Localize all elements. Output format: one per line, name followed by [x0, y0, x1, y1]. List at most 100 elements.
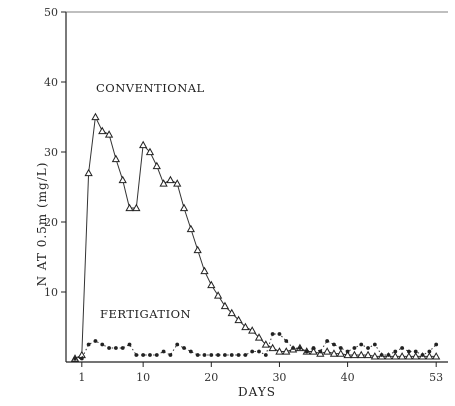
data-point: [236, 353, 241, 357]
data-point: [400, 346, 405, 350]
data-point: [391, 352, 400, 360]
data-point: [291, 346, 295, 350]
data-point: [84, 168, 93, 177]
data-point: [357, 350, 366, 359]
data-point: [98, 126, 107, 135]
series-label-fertigation: FERTIGATION: [100, 307, 191, 321]
data-point: [91, 112, 100, 121]
data-point: [186, 224, 196, 233]
data-point: [86, 342, 91, 347]
series-fertigation: [73, 332, 439, 361]
data-point: [434, 342, 439, 347]
data-point: [270, 332, 275, 336]
data-point: [168, 353, 173, 357]
data-point: [195, 353, 200, 357]
data-point: [202, 353, 207, 357]
data-point: [193, 245, 202, 254]
data-point: [132, 203, 141, 212]
data-point: [329, 349, 339, 357]
data-point: [404, 352, 414, 360]
data-point: [343, 350, 352, 359]
y-tick-label: 50: [44, 6, 58, 19]
x-tick-label: 1: [78, 371, 85, 384]
data-point: [379, 353, 384, 357]
data-point: [220, 301, 230, 310]
data-point: [263, 353, 268, 357]
data-point: [282, 347, 291, 355]
y-axis-title: N AT 0.5m (mg/L): [35, 162, 49, 287]
data-point: [234, 315, 243, 324]
data-point: [370, 352, 380, 360]
data-point: [118, 175, 127, 184]
data-point: [166, 175, 175, 184]
data-point: [261, 340, 270, 348]
data-point: [182, 346, 186, 350]
data-point: [248, 326, 257, 334]
data-point: [318, 349, 323, 354]
data-point: [363, 350, 373, 359]
data-point: [104, 130, 114, 138]
data-point: [243, 353, 248, 357]
data-point: [73, 356, 77, 361]
data-point: [113, 346, 118, 350]
data-point: [107, 346, 111, 350]
data-point: [257, 349, 261, 354]
data-point: [345, 349, 350, 354]
x-tick-label: 20: [204, 371, 218, 384]
data-point: [277, 332, 282, 336]
data-point: [120, 346, 125, 350]
series-layer: [70, 112, 441, 362]
data-point: [229, 353, 234, 357]
data-point: [311, 346, 316, 350]
y-tick-label: 40: [44, 76, 58, 89]
y-tick-label: 10: [44, 286, 58, 299]
data-point: [386, 353, 391, 357]
series-label-conventional: CONVENTIONAL: [96, 81, 205, 95]
data-point: [425, 352, 434, 360]
data-point: [250, 349, 255, 354]
x-tick-label: 10: [136, 371, 150, 384]
data-point: [432, 352, 441, 360]
data-point: [79, 356, 84, 361]
data-point: [338, 346, 343, 350]
x-axis-ticks: 1 10 20 30 40 53: [78, 362, 443, 384]
data-point: [366, 346, 370, 350]
data-point: [359, 342, 364, 347]
data-point: [93, 339, 98, 343]
data-point: [154, 353, 159, 357]
data-point: [227, 308, 236, 317]
data-point: [393, 349, 398, 354]
data-point: [420, 353, 425, 357]
data-point: [209, 353, 214, 357]
data-point: [241, 322, 250, 331]
data-point: [175, 342, 180, 347]
data-point: [284, 339, 289, 343]
data-point: [207, 280, 216, 289]
x-tick-label: 53: [429, 371, 443, 384]
data-point: [179, 203, 189, 212]
data-point: [127, 342, 132, 347]
data-point: [111, 154, 121, 163]
data-point: [188, 349, 193, 354]
data-point: [148, 353, 152, 357]
data-point: [427, 349, 432, 354]
data-point: [325, 339, 330, 343]
data-point: [407, 349, 411, 354]
data-point: [173, 179, 182, 187]
data-point: [200, 266, 209, 275]
data-point: [134, 353, 139, 357]
data-point: [216, 353, 221, 357]
x-tick-label: 30: [272, 371, 286, 384]
y-tick-label: 20: [44, 216, 58, 229]
data-point: [223, 353, 227, 357]
y-tick-label: 30: [44, 146, 58, 159]
data-point: [304, 349, 309, 354]
data-point: [322, 347, 332, 355]
data-point: [397, 352, 407, 360]
data-point: [138, 140, 148, 149]
data-point: [159, 179, 168, 187]
data-point: [352, 346, 357, 350]
series-line-fertigation: [75, 333, 437, 359]
data-point: [275, 347, 284, 355]
